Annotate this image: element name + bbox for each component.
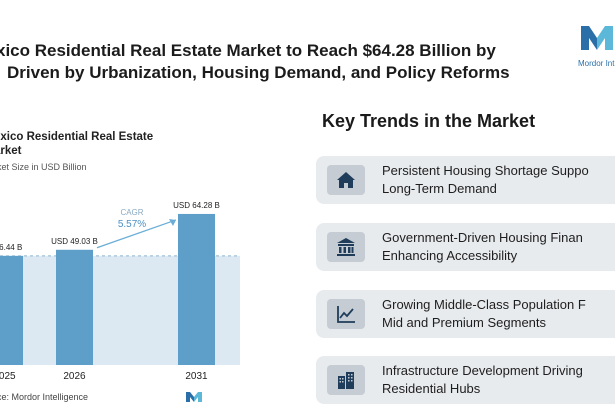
trend-icon-box (327, 365, 365, 395)
trend-card: Growing Middle-Class Population F Mid an… (316, 290, 615, 338)
cagr-arrow (96, 219, 177, 249)
trend-icon-box (327, 299, 365, 329)
chart-title-line-1: exico Residential Real Estate (0, 131, 154, 143)
mordor-logo-icon (581, 26, 613, 50)
chart-bar (178, 213, 215, 365)
trend-line-2: Mid and Premium Segments (382, 315, 547, 330)
chart-data-label: USD 49.03 B (51, 237, 98, 246)
trend-card: Persistent Housing Shortage Suppo Long-T… (316, 156, 615, 204)
market-size-chart: D 46.44 B 2025 USD 49.03 B 2026 USD 64.28 B 2… (0, 201, 240, 382)
chart-bar (0, 255, 23, 365)
bank-icon (337, 238, 355, 256)
growth-chart-icon (337, 306, 355, 323)
title-line-1: xico Residential Real Estate Market to R… (0, 41, 496, 60)
trend-line-2: Long-Term Demand (382, 181, 497, 196)
trend-card: Government-Driven Housing Finan Enhancin… (316, 223, 615, 271)
trend-line-1: Growing Middle-Class Population F (382, 297, 586, 312)
key-trends-heading: Key Trends in the Market (322, 111, 536, 131)
trend-line-2: Enhancing Accessibility (382, 248, 518, 263)
chart-data-label: D 46.44 B (0, 243, 22, 252)
chart-category-label: 2026 (63, 371, 86, 382)
trend-text: Government-Driven Housing Finan Enhancin… (382, 229, 583, 265)
trend-text: Infrastructure Development Driving Resid… (382, 362, 583, 398)
chart-category-label: 2031 (185, 371, 208, 382)
cagr-value: 5.57% (118, 219, 146, 230)
trend-line-2: Residential Hubs (382, 381, 481, 396)
trend-text: Persistent Housing Shortage Suppo Long-T… (382, 162, 589, 198)
chart-title: exico Residential Real Estate arket (0, 130, 153, 158)
source-logo-icon (186, 392, 202, 402)
chart-bar (56, 249, 93, 365)
page-title: xico Residential Real Estate Market to R… (0, 40, 556, 84)
trend-text: Growing Middle-Class Population F Mid an… (382, 296, 586, 332)
trend-line-1: Persistent Housing Shortage Suppo (382, 163, 589, 178)
cagr-label: CAGR (120, 208, 143, 217)
chart-source: rce: Mordor Intelligence (0, 392, 89, 402)
cagr-arrowhead (169, 218, 176, 226)
title-line-2: Driven by Urbanization, Housing Demand, … (7, 63, 510, 82)
house-icon (337, 172, 355, 188)
trend-line-1: Infrastructure Development Driving (382, 363, 583, 378)
chart-subtitle: rket Size in USD Billion (0, 162, 87, 172)
chart-data-label: USD 64.28 B (173, 201, 220, 210)
chart-category-label: 2025 (0, 371, 16, 382)
trend-icon-box (327, 165, 365, 195)
trend-icon-box (327, 232, 365, 262)
trend-card: Infrastructure Development Driving Resid… (316, 356, 615, 404)
buildings-icon (338, 372, 354, 389)
chart-title-line-2: arket (0, 145, 22, 157)
logo-text: Mordor Int (578, 59, 615, 68)
trend-line-1: Government-Driven Housing Finan (382, 230, 583, 245)
